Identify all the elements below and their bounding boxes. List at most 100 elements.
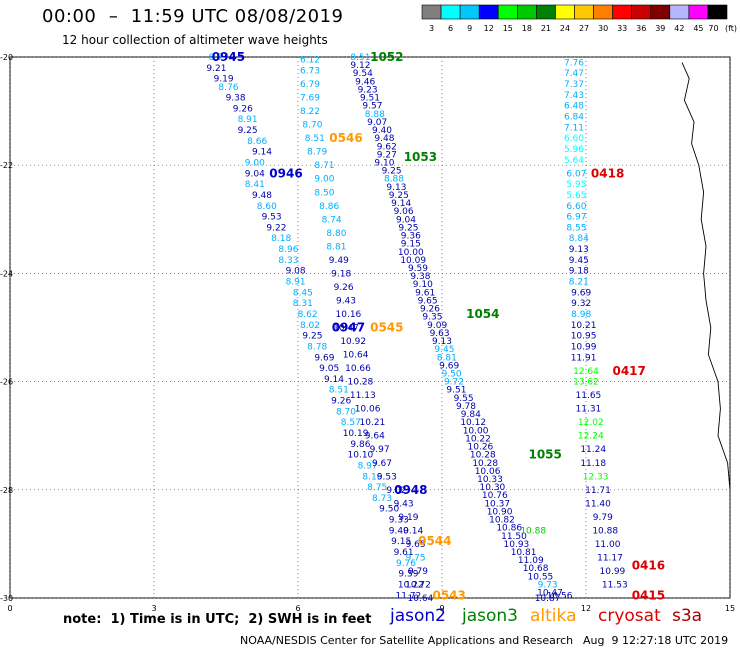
swh-data-label: 6.60 bbox=[566, 202, 586, 212]
swh-data-label: 10.88 bbox=[592, 526, 618, 536]
colorbar-swatch bbox=[574, 4, 594, 20]
swh-data-label: 10.22 bbox=[465, 434, 491, 444]
colorbar-tick-label: 3 bbox=[429, 24, 434, 33]
swh-data-label: 5.65 bbox=[566, 191, 586, 201]
swh-data-label: 9.73 bbox=[538, 580, 558, 590]
colorbar-tick-label: 39 bbox=[655, 24, 665, 33]
swh-data-label: 9.63 bbox=[430, 329, 450, 339]
colorbar-swatch bbox=[421, 4, 442, 20]
swh-data-label: 9.22 bbox=[266, 223, 286, 233]
timestamp: Aug 9 12:27:18 UTC 2019 bbox=[583, 634, 729, 647]
swh-data-label: 9.78 bbox=[456, 402, 476, 412]
coastline bbox=[681, 62, 731, 490]
swh-data-label: 9.40 bbox=[389, 526, 409, 536]
chart-title: 00:00 – 11:59 UTC 08/08/2019 bbox=[42, 6, 344, 27]
swh-data-label: 13.62 bbox=[573, 378, 599, 388]
swh-data-label: 11.50 bbox=[501, 532, 527, 542]
y-tick-label: -20 bbox=[0, 53, 13, 62]
swh-data-label: 8.77 bbox=[209, 53, 229, 63]
swh-data-label: 10.90 bbox=[487, 507, 513, 517]
pass-time-label: 0415 bbox=[632, 588, 665, 602]
swh-data-label: 8.02 bbox=[300, 321, 320, 331]
swh-data-label: 8.84 bbox=[569, 234, 589, 244]
swh-data-label: 9.97 bbox=[370, 445, 390, 455]
swh-data-label: 9.50 bbox=[442, 369, 462, 379]
swh-data-label: 11.13 bbox=[350, 391, 376, 401]
y-tick-label: -26 bbox=[0, 378, 13, 387]
swh-data-label: 8.62 bbox=[298, 310, 318, 320]
swh-data-label: 10.64 bbox=[343, 351, 369, 361]
colorbar-swatch bbox=[478, 4, 499, 20]
swh-data-label: 9.21 bbox=[206, 64, 226, 74]
pass-time-label: 1052 bbox=[370, 50, 403, 64]
swh-data-label: 9.00 bbox=[314, 175, 334, 185]
pass-time-label: 0416 bbox=[632, 559, 665, 573]
swh-data-label: 9.26 bbox=[334, 283, 354, 293]
swh-data-label: 10.26 bbox=[468, 443, 494, 453]
legend-jason3: jason3 bbox=[462, 606, 518, 626]
swh-data-label: 9.23 bbox=[358, 85, 378, 95]
x-tick-label: 9 bbox=[439, 604, 444, 613]
colorbar-tick-label: 24 bbox=[560, 24, 570, 33]
swh-data-label: 10.76 bbox=[482, 491, 508, 501]
swh-data-label: 8.18 bbox=[271, 234, 291, 244]
swh-data-label: 10.06 bbox=[475, 467, 501, 477]
chart-subtitle: 12 hour collection of altimeter wave hei… bbox=[62, 33, 328, 47]
swh-data-label: 9.00 bbox=[245, 158, 265, 168]
x-tick-label: 12 bbox=[581, 604, 591, 613]
swh-data-label: 9.43 bbox=[394, 499, 414, 509]
swh-data-label: 8.91 bbox=[286, 278, 306, 288]
colorbar-swatch bbox=[669, 4, 690, 20]
colorbar: 3 6 9 12 15 18 21 24 27 30 33 36 39 42 45 70 (ft) bbox=[421, 4, 737, 33]
colorbar-swatch bbox=[555, 4, 575, 20]
swh-data-label: 10.12 bbox=[460, 418, 486, 428]
swh-data-label: 9.62 bbox=[377, 142, 397, 152]
pass-time-label: 0546 bbox=[329, 131, 362, 145]
x-tick-label: 0 bbox=[7, 604, 12, 613]
swh-data-label: 12.64 bbox=[573, 367, 599, 377]
swh-data-label: 9.08 bbox=[286, 267, 306, 277]
swh-data-label: 9.69 bbox=[314, 353, 334, 363]
colorbar-tick-label: 15 bbox=[503, 24, 513, 33]
swh-data-label: 7.43 bbox=[564, 91, 584, 101]
swh-data-label: 6.12 bbox=[300, 56, 320, 66]
swh-data-label: 11.71 bbox=[585, 486, 611, 496]
swh-data-label: 10.30 bbox=[480, 483, 506, 493]
swh-data-label: 8.51 bbox=[329, 386, 349, 396]
swh-data-label: 9.07 bbox=[367, 118, 387, 128]
swh-data-label: 11.09 bbox=[518, 556, 544, 566]
swh-data-label: 9.45 bbox=[569, 256, 589, 266]
swh-data-label: 5.96 bbox=[564, 145, 584, 155]
swh-data-label: 9.65 bbox=[418, 296, 438, 306]
swh-data-label: 9.14 bbox=[403, 526, 423, 536]
swh-data-label: 9.67 bbox=[372, 459, 392, 469]
pass-time-label: 0945 bbox=[212, 50, 245, 64]
swh-data-label: 9.25 bbox=[389, 191, 409, 201]
swh-data-label: 8.96 bbox=[278, 245, 298, 255]
x-tick-label: 15 bbox=[725, 604, 735, 613]
swh-data-label: 9.72 bbox=[444, 378, 464, 388]
colorbar-swatch bbox=[631, 4, 652, 20]
swh-data-label: 9.09 bbox=[427, 321, 447, 331]
swh-data-label: 10.28 bbox=[472, 459, 498, 469]
colorbar-tick-label: 18 bbox=[522, 24, 532, 33]
colorbar-swatch bbox=[650, 4, 671, 20]
swh-data-label: 9.04 bbox=[396, 215, 416, 225]
swh-data-label: 9.13 bbox=[432, 337, 452, 347]
swh-data-label: 10.56 bbox=[547, 591, 573, 601]
swh-data-label: 11.72 bbox=[396, 591, 422, 601]
swh-data-label: 10.09 bbox=[400, 256, 426, 266]
plot-axes: 0 3 6 9 12 15 -20 -22 -24 -26 -28 -30 bbox=[0, 53, 735, 613]
swh-data-label: 9.02 bbox=[386, 486, 406, 496]
colorbar-tick-label: 45 bbox=[693, 24, 703, 33]
swh-data-label: 8.74 bbox=[322, 215, 342, 225]
swh-data-label: 9.45 bbox=[434, 345, 454, 355]
swh-data-label: 9.04 bbox=[245, 169, 265, 179]
swh-data-label: 8.55 bbox=[566, 223, 586, 233]
swh-data-label: 6.84 bbox=[564, 113, 584, 123]
swh-data-label: 8.86 bbox=[319, 202, 339, 212]
colorbar-swatch bbox=[459, 4, 480, 20]
swh-data-label: 9.19 bbox=[214, 75, 234, 85]
swh-data-label: 10.33 bbox=[477, 475, 503, 485]
